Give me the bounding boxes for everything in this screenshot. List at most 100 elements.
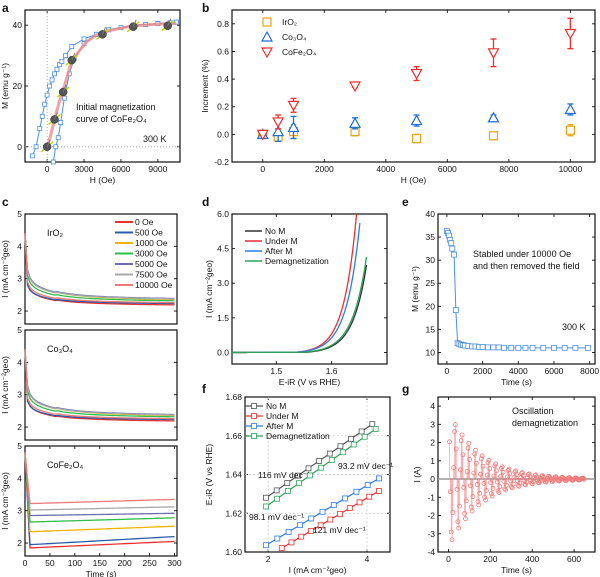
x-tick-label: 2 <box>266 554 271 564</box>
data-point <box>317 522 324 529</box>
x-tick-label: 200 <box>118 558 132 568</box>
series-10000-Oe <box>24 349 175 420</box>
data-point <box>369 421 376 428</box>
y-tick-label: -2 <box>427 511 435 521</box>
panel-a: 0 3000 6000 9000 0 20 40 H (Oe) M (emu g⁻¹) Initi… <box>0 9 181 185</box>
series-3000-Oe <box>24 452 175 523</box>
annotation-line-2: and then removed the field <box>473 261 580 271</box>
data-point <box>317 464 324 471</box>
data-point <box>482 494 488 500</box>
panel-label-c: c <box>2 195 9 209</box>
x-axis-label: I (mA cm⁻²geo) <box>289 565 347 575</box>
tafel-slope-label: 93.2 mV dec⁻¹ <box>338 461 393 471</box>
y-tick-label: 40 <box>426 209 436 219</box>
y-tick-label: 1.60 <box>225 547 242 557</box>
data-point <box>337 510 343 517</box>
x-tick-label: 6000 <box>111 164 130 174</box>
data-point <box>327 516 334 523</box>
data-point <box>457 503 462 509</box>
y-tick-label: 1.64 <box>225 470 242 480</box>
y-tick-label: 3 <box>17 506 22 516</box>
panel-label-d: d <box>202 195 209 209</box>
data-point <box>523 482 529 488</box>
data-point <box>459 432 465 438</box>
spin-sphere-icon <box>58 87 68 97</box>
legend-label: CoFe₂O₄ <box>282 47 317 57</box>
y-axis-label: M (emu g⁻¹) <box>0 63 10 109</box>
y-tick-label: 0.6 <box>217 46 229 56</box>
data-point <box>479 453 485 459</box>
data-point <box>298 533 305 540</box>
series-10000-Oe <box>24 233 175 304</box>
data-point <box>350 441 357 448</box>
tafel-slope-label: 116 mV dec⁻¹ <box>258 470 310 480</box>
y-tick-label: 3 <box>17 274 22 284</box>
y-tick-label: 0.0 <box>217 347 229 357</box>
data-point <box>515 344 522 351</box>
data-point <box>376 475 382 482</box>
panel-c-2: 2 3 4 5 I (mA cm⁻²geo) Co₃O₄ <box>0 325 178 441</box>
legend-label: After M <box>266 421 293 431</box>
catalyst-label: IrO₂ <box>47 228 63 238</box>
catalyst-label: Co₃O₄ <box>47 344 73 354</box>
data-point <box>452 422 458 427</box>
series-Demagnetization <box>231 256 368 354</box>
data-point <box>285 488 291 494</box>
y-tick-label: -4 <box>427 547 435 557</box>
y-tick-label: 4 <box>17 357 22 367</box>
x-tick-label: 10000 <box>559 164 583 174</box>
data-point <box>55 135 61 141</box>
data-point <box>486 457 492 463</box>
x-tick-label: 0 <box>260 164 265 174</box>
y-axis-label: M (emu g⁻¹) <box>410 266 420 312</box>
x-tick-label: 3000 <box>75 164 94 174</box>
y-tick-label: 0 <box>17 142 22 152</box>
y-tick-label: 4.5 <box>217 244 229 254</box>
plot-frame <box>24 213 178 325</box>
legend-label: IrO₂ <box>282 17 297 27</box>
data-point <box>69 44 75 49</box>
data-point <box>29 153 35 159</box>
y-axis-label: Increment (%) <box>200 59 210 113</box>
data-point <box>263 542 269 549</box>
data-point <box>514 472 519 478</box>
data-point <box>456 525 462 531</box>
y-tick-label: -1 <box>427 492 435 502</box>
data-point <box>485 460 491 466</box>
data-point <box>449 245 456 252</box>
legend-label: 7500 Oe <box>135 270 168 280</box>
x-tick-label: 4000 <box>376 164 395 174</box>
legend-label: Under M <box>265 236 298 246</box>
data-point <box>285 528 292 535</box>
data-point <box>463 498 469 504</box>
data-point <box>44 92 50 98</box>
data-point <box>316 458 323 464</box>
data-point <box>328 457 335 463</box>
data-point <box>499 464 505 470</box>
data-point <box>455 519 461 525</box>
x-tick-label: 250 <box>142 558 156 568</box>
data-point <box>453 446 459 452</box>
spin-arrow-icon <box>62 84 67 93</box>
data-point <box>530 481 535 487</box>
data-point <box>483 488 489 493</box>
data-point <box>540 474 546 480</box>
data-point-2 <box>256 129 269 141</box>
y-tick-label: 5 <box>17 209 22 219</box>
legend-label: After M <box>265 246 292 256</box>
data-point <box>508 344 515 351</box>
data-point <box>493 461 498 467</box>
y-axis-label: I (mA cm⁻²geo) <box>204 260 214 318</box>
x-axis-label: Time (s) <box>501 565 532 575</box>
data-point-1 <box>287 121 300 133</box>
data-point <box>544 478 550 484</box>
y-tick-label: 0.4 <box>217 74 229 84</box>
data-point <box>337 443 344 450</box>
data-point <box>319 508 326 515</box>
data-point <box>524 479 529 485</box>
data-point <box>460 452 466 458</box>
data-point <box>458 438 464 444</box>
panel-c-3: 0 50 100 150 200 250 300 2 3 4 5 Time (s) I (mA cm⁻²… <box>0 441 182 577</box>
series-500-Oe <box>24 233 175 305</box>
data-point <box>353 488 360 495</box>
